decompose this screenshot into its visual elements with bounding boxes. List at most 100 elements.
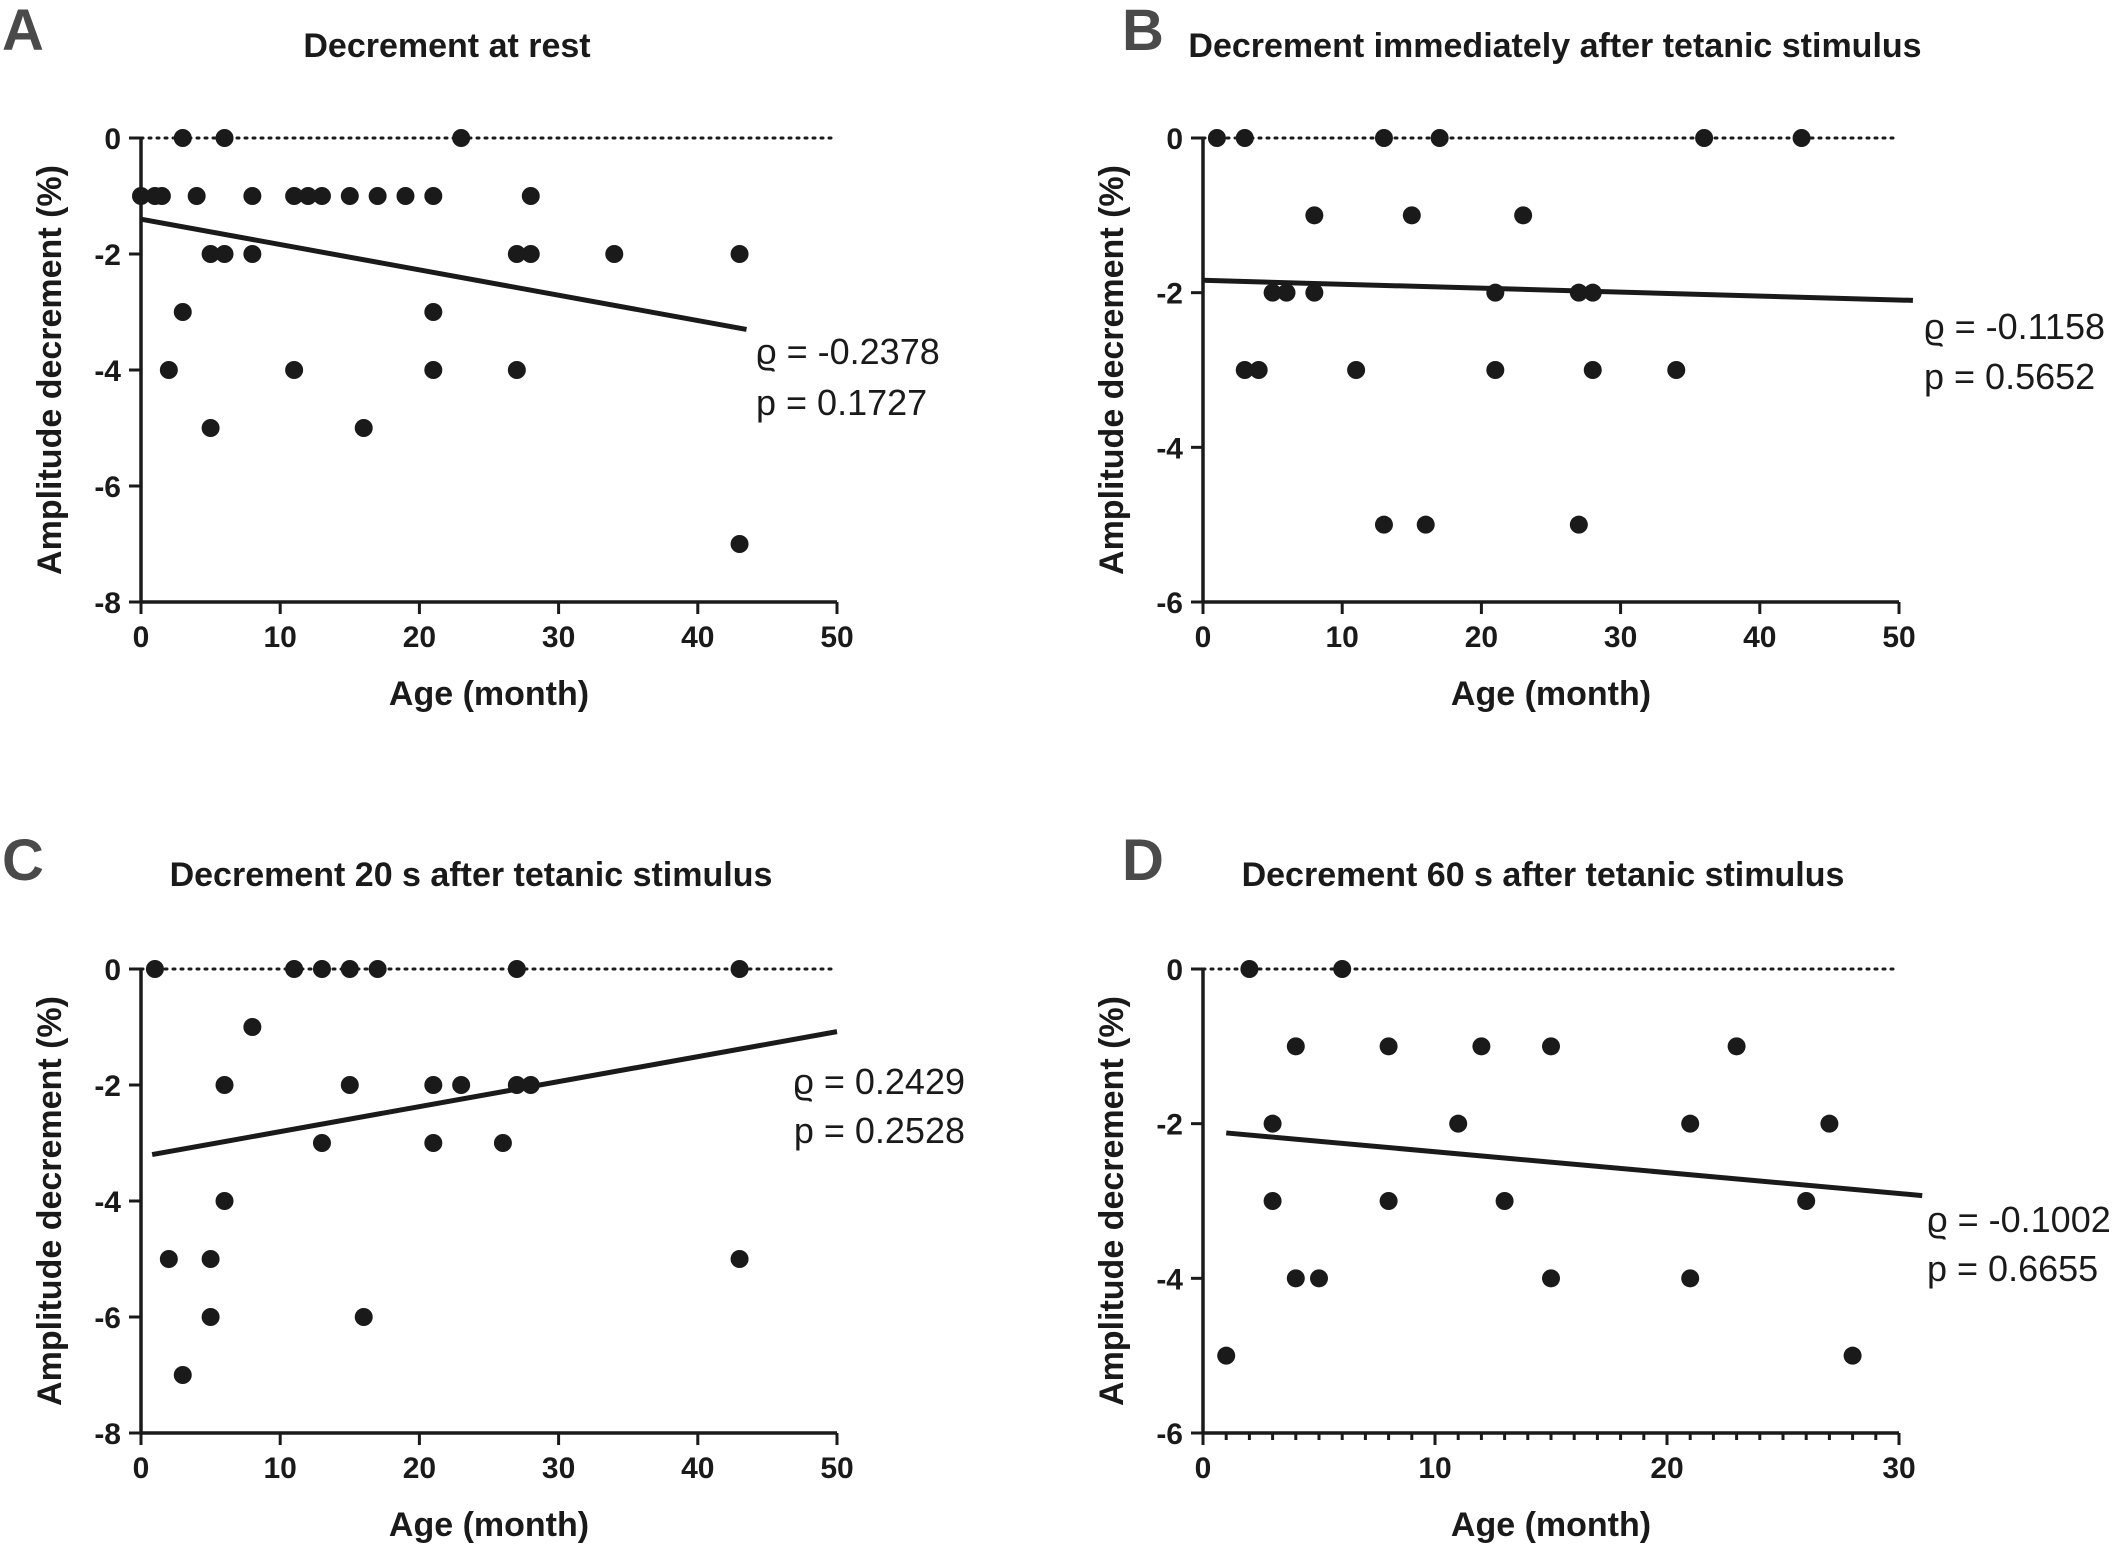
data-point (1374, 515, 1393, 534)
data-point (521, 1076, 540, 1094)
x-tick-label: 0 (133, 1452, 150, 1485)
data-point (215, 1076, 234, 1094)
data-point (730, 245, 749, 263)
regression-line (1225, 1130, 1923, 1199)
data-point (507, 361, 526, 379)
data-point (1430, 129, 1449, 147)
data-point (215, 245, 234, 263)
data-point (1843, 1346, 1862, 1365)
regression-line (140, 216, 747, 332)
regression-line (1202, 277, 1913, 303)
y-tick-label: 0 (104, 954, 121, 987)
y-axis-label: Amplitude decrement (%) (1093, 165, 1131, 575)
x-tick-label: 40 (1743, 621, 1776, 654)
y-axis-label: Amplitude decrement (%) (31, 165, 69, 575)
data-point (312, 187, 331, 205)
data-point (730, 960, 749, 978)
x-tick-label: 20 (1650, 1452, 1683, 1485)
data-point (1667, 361, 1686, 379)
data-point (1449, 1114, 1468, 1133)
data-point (201, 419, 220, 437)
y-tick-label: 0 (1166, 123, 1183, 156)
panel-title: Decrement 20 s after tetanic stimulus (170, 856, 773, 894)
data-point (340, 187, 359, 205)
data-point (173, 1366, 192, 1384)
x-tick-label: 20 (1465, 621, 1498, 654)
data-point (1820, 1114, 1839, 1133)
panel-letter: A (2, 0, 44, 63)
data-point (507, 960, 526, 978)
data-point (1347, 361, 1366, 379)
data-point (1310, 1269, 1328, 1288)
rho-value: ϱ = -0.1002 (1927, 1199, 2111, 1240)
rho-value: ϱ = -0.2378 (756, 331, 940, 372)
data-point (132, 187, 150, 205)
x-tick-label: 10 (1418, 1452, 1451, 1485)
data-point (368, 187, 387, 205)
data-point (1249, 361, 1268, 379)
panel-title: Decrement immediately after tetanic stim… (1188, 27, 1921, 65)
panel-letter: C (2, 828, 44, 893)
y-tick-label: -2 (94, 239, 121, 272)
data-point (173, 303, 192, 321)
data-point (452, 129, 471, 147)
data-point (173, 129, 192, 147)
x-tick-label: 20 (403, 621, 436, 654)
y-axis-label: Amplitude decrement (%) (31, 996, 69, 1406)
p-value: p = 0.6655 (1927, 1248, 2098, 1289)
data-point (424, 187, 443, 205)
y-tick-label: -2 (94, 1070, 121, 1103)
x-tick-label: 50 (1882, 621, 1915, 654)
data-point (340, 960, 359, 978)
p-value: p = 0.2528 (794, 1110, 965, 1151)
data-point (1681, 1269, 1700, 1288)
data-point (1379, 1037, 1398, 1056)
data-point (730, 535, 749, 553)
data-point (340, 1076, 359, 1094)
panel-letter: B (1122, 0, 1164, 63)
rho-value: ϱ = 0.2429 (793, 1061, 965, 1102)
x-axis-label: Age (month) (1451, 1506, 1651, 1544)
p-value: p = 0.5652 (1924, 356, 2095, 397)
y-tick-label: -2 (1156, 278, 1183, 311)
x-tick-label: 0 (1195, 621, 1212, 654)
data-point (1681, 1114, 1700, 1133)
data-point (201, 1308, 220, 1326)
y-tick-label: 0 (1166, 954, 1183, 987)
data-point (201, 245, 220, 263)
data-point (521, 245, 540, 263)
data-point (285, 960, 304, 978)
data-point (521, 187, 540, 205)
y-tick-label: -8 (94, 587, 121, 620)
data-point (145, 960, 164, 978)
x-axis-label: Age (month) (389, 1506, 589, 1544)
data-point (159, 361, 178, 379)
data-point (730, 1250, 749, 1268)
data-point (1263, 283, 1282, 302)
x-tick-label: 40 (681, 1452, 714, 1485)
x-tick-label: 10 (264, 1452, 297, 1485)
data-point (1263, 1192, 1282, 1210)
panel-letter: D (1122, 828, 1164, 893)
data-point (354, 419, 373, 437)
data-point (1514, 206, 1533, 225)
data-point (1217, 1346, 1236, 1365)
panel-d: D Decrement 60 s after tetanic stimulus0-… (1093, 828, 2111, 1544)
x-axis-label: Age (month) (389, 675, 589, 713)
data-point (187, 187, 206, 205)
data-point (1569, 283, 1588, 302)
data-point (1569, 515, 1588, 534)
data-point (1286, 1269, 1305, 1288)
data-point (215, 129, 234, 147)
data-point (1402, 206, 1421, 225)
data-point (1472, 1037, 1491, 1056)
data-point (1583, 283, 1602, 302)
data-point (1333, 960, 1352, 978)
regression-line (151, 1029, 838, 1158)
data-point (396, 187, 415, 205)
data-point (424, 361, 443, 379)
y-axis-label: Amplitude decrement (%) (1093, 996, 1131, 1406)
data-point (285, 361, 304, 379)
data-point (1486, 361, 1505, 379)
